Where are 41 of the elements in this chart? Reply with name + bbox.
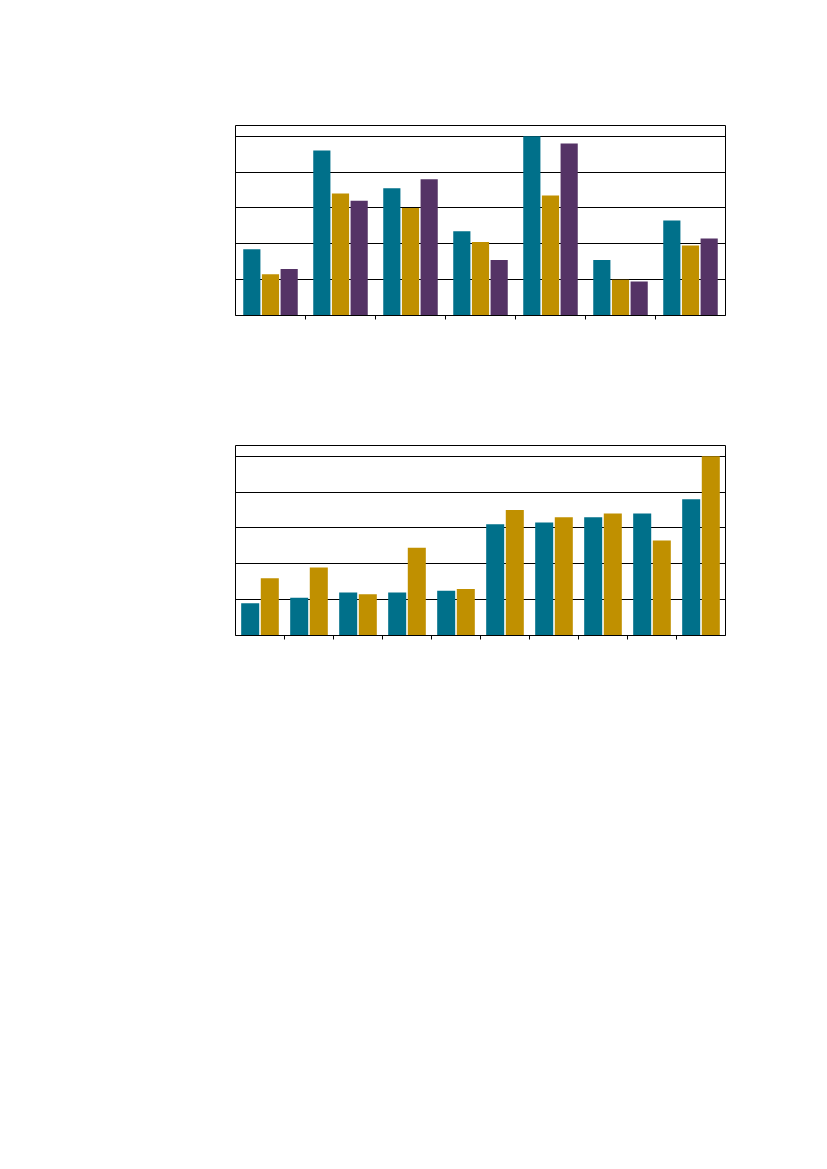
bar bbox=[280, 268, 298, 316]
bar bbox=[652, 540, 671, 636]
bar bbox=[243, 249, 261, 316]
bar bbox=[261, 274, 280, 316]
bar bbox=[437, 590, 456, 636]
bar bbox=[554, 517, 573, 636]
bar bbox=[486, 524, 505, 636]
bar bbox=[633, 513, 652, 636]
bar bbox=[313, 150, 331, 316]
bar bbox=[523, 136, 541, 316]
bar bbox=[535, 522, 554, 636]
bar bbox=[260, 578, 279, 636]
bar bbox=[630, 281, 648, 316]
bar bbox=[700, 238, 718, 316]
bar bbox=[611, 279, 630, 316]
bar bbox=[290, 597, 309, 636]
bar bbox=[490, 259, 508, 316]
bar bbox=[331, 193, 350, 316]
bar bbox=[350, 200, 368, 316]
bar bbox=[541, 195, 560, 316]
bar bbox=[358, 594, 377, 636]
bar bbox=[663, 220, 681, 316]
bar bbox=[505, 510, 524, 636]
bar bbox=[339, 592, 358, 636]
bar bbox=[682, 499, 701, 636]
bar bbox=[407, 547, 426, 636]
bar bbox=[471, 242, 490, 316]
bar bbox=[309, 567, 328, 636]
bar bbox=[584, 517, 603, 636]
bar bbox=[401, 207, 420, 316]
bar bbox=[593, 259, 611, 316]
bar bbox=[388, 592, 407, 636]
bar bbox=[560, 143, 578, 316]
bar bbox=[701, 456, 720, 636]
bar bbox=[420, 179, 438, 316]
bar bbox=[456, 588, 475, 636]
bar bbox=[383, 188, 401, 316]
bar bbox=[681, 245, 700, 316]
bar bbox=[603, 513, 622, 636]
bar bbox=[241, 603, 260, 636]
bar bbox=[453, 231, 471, 316]
